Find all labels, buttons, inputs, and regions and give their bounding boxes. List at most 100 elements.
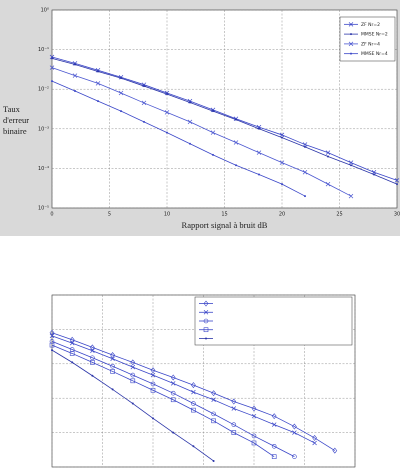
marker: [152, 417, 154, 420]
marker: [235, 164, 237, 167]
marker: [90, 344, 95, 351]
legend-label: ZF Nr=4: [361, 41, 380, 47]
marker: [74, 90, 76, 93]
marker: [279, 160, 285, 165]
marker: [110, 369, 115, 374]
marker: [304, 145, 306, 148]
x-tick-label: 25: [336, 212, 342, 218]
marker: [150, 367, 156, 374]
marker: [231, 406, 237, 411]
marker: [150, 372, 156, 378]
marker: [69, 340, 75, 346]
marker: [302, 169, 308, 175]
marker: [97, 70, 99, 73]
marker: [348, 22, 354, 27]
marker: [205, 337, 207, 340]
marker: [292, 423, 297, 430]
series-line: [51, 332, 336, 451]
marker: [350, 164, 352, 167]
marker: [49, 342, 55, 348]
marker: [258, 127, 260, 130]
marker: [90, 355, 95, 361]
marker: [211, 397, 216, 403]
marker: [211, 390, 216, 397]
marker: [74, 63, 76, 66]
marker: [292, 454, 297, 459]
marker: [312, 440, 317, 446]
marker: [373, 173, 375, 176]
marker: [203, 318, 209, 324]
marker: [233, 140, 239, 145]
marker: [69, 351, 75, 356]
marker: [141, 100, 147, 106]
y-tick-label: 10⁻⁵: [38, 206, 49, 212]
marker: [251, 440, 257, 446]
x-tick-label: 5: [108, 212, 111, 218]
marker: [170, 390, 176, 396]
marker: [150, 381, 156, 387]
marker: [281, 183, 283, 186]
y-tick-label: 10⁻³: [38, 126, 49, 132]
marker: [130, 378, 136, 384]
marker: [143, 85, 145, 88]
x-tick-label: 10: [164, 212, 170, 218]
x-tick-label: 30: [394, 212, 400, 218]
marker: [170, 374, 176, 381]
marker: [166, 131, 168, 134]
marker: [130, 364, 136, 370]
y-tick-label: 10⁻⁴: [38, 166, 49, 172]
y-axis-label: Taux d'erreur binaire: [3, 104, 29, 136]
marker: [348, 41, 354, 47]
marker: [251, 413, 257, 419]
marker: [49, 329, 55, 336]
marker: [271, 454, 277, 459]
marker: [111, 388, 114, 391]
marker: [49, 65, 55, 70]
marker: [191, 389, 196, 395]
series-line: [51, 335, 315, 444]
marker: [110, 363, 115, 369]
marker: [271, 443, 277, 449]
series-line: [51, 57, 398, 185]
x-tick-label: 15: [221, 212, 227, 218]
marker: [187, 119, 193, 125]
series-line: [51, 67, 352, 197]
marker: [271, 413, 277, 420]
marker: [91, 374, 94, 377]
marker: [203, 300, 209, 307]
marker: [325, 181, 331, 187]
marker: [231, 422, 237, 427]
x-tick-label: 20: [279, 212, 285, 218]
legend-box: [194, 296, 353, 346]
marker: [350, 33, 352, 36]
marker: [170, 381, 176, 386]
legend-label: ZF Nr=2: [361, 22, 380, 28]
marker: [191, 407, 196, 413]
marker: [120, 77, 122, 80]
marker: [95, 81, 101, 86]
marker: [130, 359, 136, 366]
marker: [327, 155, 329, 158]
marker: [279, 132, 285, 138]
marker: [90, 348, 95, 353]
marker: [51, 349, 53, 352]
marker: [150, 387, 156, 393]
marker: [325, 150, 331, 155]
marker: [332, 447, 338, 454]
marker: [189, 142, 191, 145]
marker: [131, 402, 134, 405]
marker: [170, 397, 176, 403]
marker: [110, 356, 115, 362]
marker: [231, 430, 237, 435]
marker: [292, 430, 297, 435]
marker: [110, 352, 115, 358]
marker: [304, 195, 306, 198]
marker: [189, 101, 191, 104]
marker: [212, 459, 215, 462]
marker: [210, 130, 216, 135]
marker: [212, 153, 214, 156]
marker: [69, 336, 75, 343]
marker: [271, 422, 277, 427]
marker: [51, 57, 53, 60]
